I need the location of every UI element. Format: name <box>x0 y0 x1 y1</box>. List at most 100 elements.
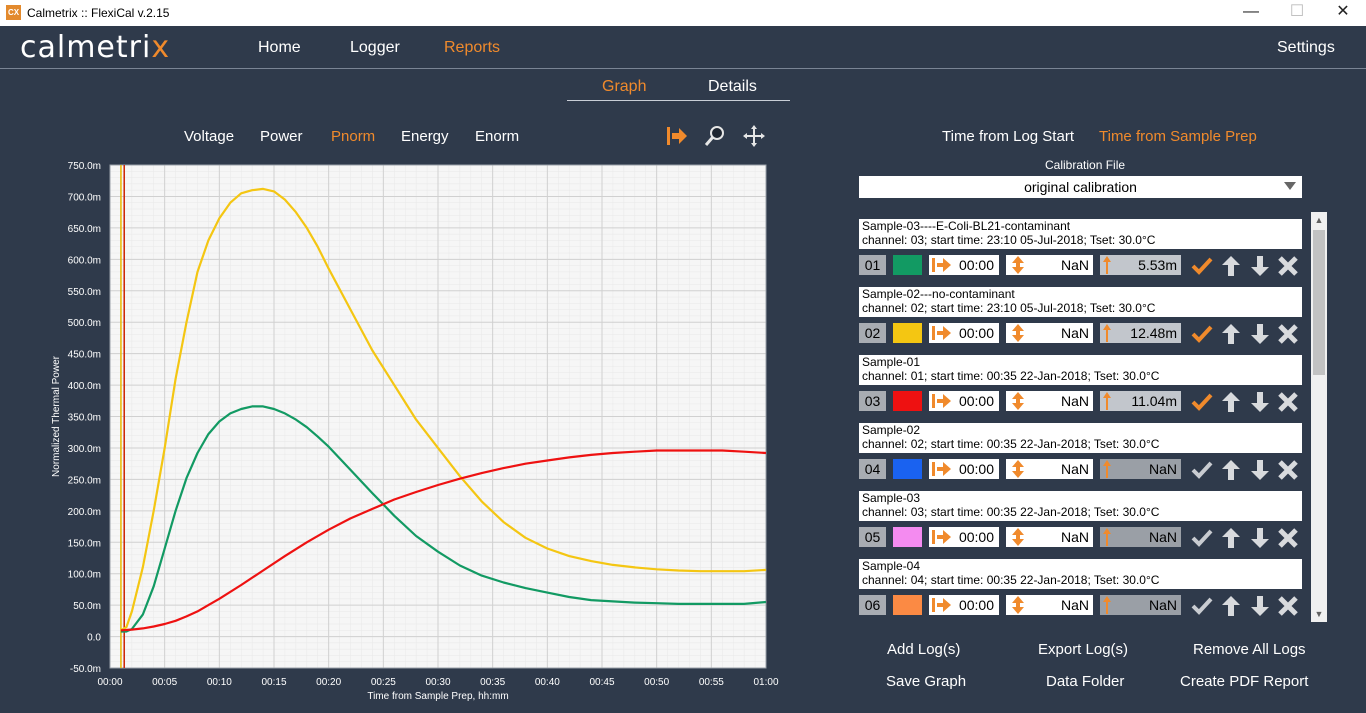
zoom-icon[interactable] <box>703 124 727 148</box>
tab-graph[interactable]: Graph <box>602 78 647 95</box>
pan-icon[interactable] <box>742 124 766 148</box>
move-up-icon[interactable] <box>1220 391 1242 413</box>
thermal-power-chart[interactable]: 00:00 00:05 00:10 00:15 00:20 00:25 00:30 00:35… <box>0 150 790 710</box>
check-icon[interactable] <box>1191 323 1213 345</box>
move-down-icon[interactable] <box>1249 391 1271 413</box>
move-down-icon[interactable] <box>1249 527 1271 549</box>
y-tick-label: 600.0m <box>68 255 101 266</box>
sample-color-swatch[interactable] <box>893 595 922 615</box>
move-down-icon[interactable] <box>1249 459 1271 481</box>
nav-home[interactable]: Home <box>258 39 301 56</box>
sample-list-scrollbar[interactable]: ▲ ▼ <box>1311 212 1327 622</box>
app-icon: CX <box>6 5 21 20</box>
remove-icon[interactable] <box>1277 391 1299 413</box>
check-icon[interactable] <box>1191 391 1213 413</box>
y-tick-label: 400.0m <box>68 381 101 392</box>
add-logs-button[interactable]: Add Log(s) <box>887 641 961 658</box>
baseline-field[interactable]: NaN <box>1100 459 1181 479</box>
tab-details[interactable]: Details <box>708 78 757 95</box>
shift-arrow-icon[interactable] <box>665 124 689 148</box>
move-down-icon[interactable] <box>1249 595 1271 617</box>
baseline-value: 12.48m <box>1130 325 1177 341</box>
check-icon[interactable] <box>1191 255 1213 277</box>
scroll-down-arrow-icon[interactable]: ▼ <box>1314 609 1324 619</box>
sample-info: channel: 01; start time: 00:35 22-Jan-20… <box>862 369 1160 383</box>
move-down-icon[interactable] <box>1249 255 1271 277</box>
baseline-field[interactable]: NaN <box>1100 595 1181 615</box>
start-offset-field[interactable]: 00:00 <box>929 323 999 343</box>
sample-color-swatch[interactable] <box>893 459 922 479</box>
start-offset-field[interactable]: 00:00 <box>929 527 999 547</box>
y-tick-label: 100.0m <box>68 570 101 581</box>
nav-logger[interactable]: Logger <box>350 39 400 56</box>
baseline-field[interactable]: 11.04m <box>1100 391 1181 411</box>
sample-info: channel: 02; start time: 00:35 22-Jan-20… <box>862 437 1160 451</box>
move-down-icon[interactable] <box>1249 323 1271 345</box>
remove-icon[interactable] <box>1277 255 1299 277</box>
create-pdf-report-button[interactable]: Create PDF Report <box>1180 673 1309 690</box>
save-graph-button[interactable]: Save Graph <box>886 673 967 690</box>
mode-enorm[interactable]: Enorm <box>475 128 520 145</box>
vertical-shift-field[interactable]: NaN <box>1006 595 1093 615</box>
vertical-shift-field[interactable]: NaN <box>1006 255 1093 275</box>
start-offset-field[interactable]: 00:00 <box>929 459 999 479</box>
vertical-shift-field[interactable]: NaN <box>1006 527 1093 547</box>
scrollbar-thumb[interactable] <box>1313 230 1325 375</box>
check-icon[interactable] <box>1191 459 1213 481</box>
baseline-icon <box>1102 323 1112 348</box>
check-icon[interactable] <box>1191 595 1213 617</box>
time-from-log-start[interactable]: Time from Log Start <box>942 128 1074 145</box>
move-up-icon[interactable] <box>1220 255 1242 277</box>
plot-border <box>109 164 767 669</box>
start-offset-field[interactable]: 00:00 <box>929 595 999 615</box>
x-tick-label: 00:00 <box>97 677 122 688</box>
remove-icon[interactable] <box>1277 527 1299 549</box>
baseline-field[interactable]: 12.48m <box>1100 323 1181 343</box>
move-up-icon[interactable] <box>1220 595 1242 617</box>
time-from-sample-prep[interactable]: Time from Sample Prep <box>1099 128 1257 145</box>
x-tick-label: 00:35 <box>480 677 505 688</box>
shift-arrow-icon <box>931 459 953 484</box>
sample-color-swatch[interactable] <box>893 391 922 411</box>
sample-row: Sample-01 channel: 01; start time: 00:35 … <box>855 348 1310 416</box>
sample-color-swatch[interactable] <box>893 323 922 343</box>
mode-power[interactable]: Power <box>260 128 303 145</box>
remove-icon[interactable] <box>1277 323 1299 345</box>
baseline-icon <box>1102 255 1112 280</box>
move-up-icon[interactable] <box>1220 459 1242 481</box>
close-window-button[interactable]: ✕ <box>1336 3 1350 20</box>
calibration-file-select[interactable]: original calibration <box>859 176 1302 198</box>
nav-settings[interactable]: Settings <box>1277 39 1335 56</box>
start-offset-field[interactable]: 00:00 <box>929 255 999 275</box>
mode-pnorm[interactable]: Pnorm <box>331 128 376 145</box>
vertical-shift-field[interactable]: NaN <box>1006 459 1093 479</box>
remove-icon[interactable] <box>1277 459 1299 481</box>
maximize-button[interactable]: ☐ <box>1289 3 1305 20</box>
vertical-shift-field[interactable]: NaN <box>1006 323 1093 343</box>
sample-row: Sample-03----E-Coli-BL21-contaminant chan… <box>855 212 1310 280</box>
y-tick-label: 250.0m <box>68 475 101 486</box>
data-folder-button[interactable]: Data Folder <box>1046 673 1125 690</box>
minimize-button[interactable]: — <box>1243 3 1259 20</box>
export-logs-button[interactable]: Export Log(s) <box>1038 641 1129 658</box>
move-up-icon[interactable] <box>1220 527 1242 549</box>
series-line <box>120 405 767 633</box>
baseline-value: NaN <box>1148 529 1177 545</box>
baseline-field[interactable]: NaN <box>1100 527 1181 547</box>
y-axis-label: Normalized Thermal Power <box>51 355 62 477</box>
y-tick-label: 700.0m <box>68 192 101 203</box>
scroll-up-arrow-icon[interactable]: ▲ <box>1314 215 1324 225</box>
sample-color-swatch[interactable] <box>893 255 922 275</box>
check-icon[interactable] <box>1191 527 1213 549</box>
nav-reports[interactable]: Reports <box>444 39 501 56</box>
mode-energy[interactable]: Energy <box>401 128 449 145</box>
move-up-icon[interactable] <box>1220 323 1242 345</box>
vertical-shift-field[interactable]: NaN <box>1006 391 1093 411</box>
y-tick-label: 450.0m <box>68 350 101 361</box>
remove-icon[interactable] <box>1277 595 1299 617</box>
remove-all-logs-button[interactable]: Remove All Logs <box>1193 641 1306 658</box>
mode-voltage[interactable]: Voltage <box>184 128 235 145</box>
sample-color-swatch[interactable] <box>893 527 922 547</box>
start-offset-field[interactable]: 00:00 <box>929 391 999 411</box>
baseline-field[interactable]: 5.53m <box>1100 255 1181 275</box>
